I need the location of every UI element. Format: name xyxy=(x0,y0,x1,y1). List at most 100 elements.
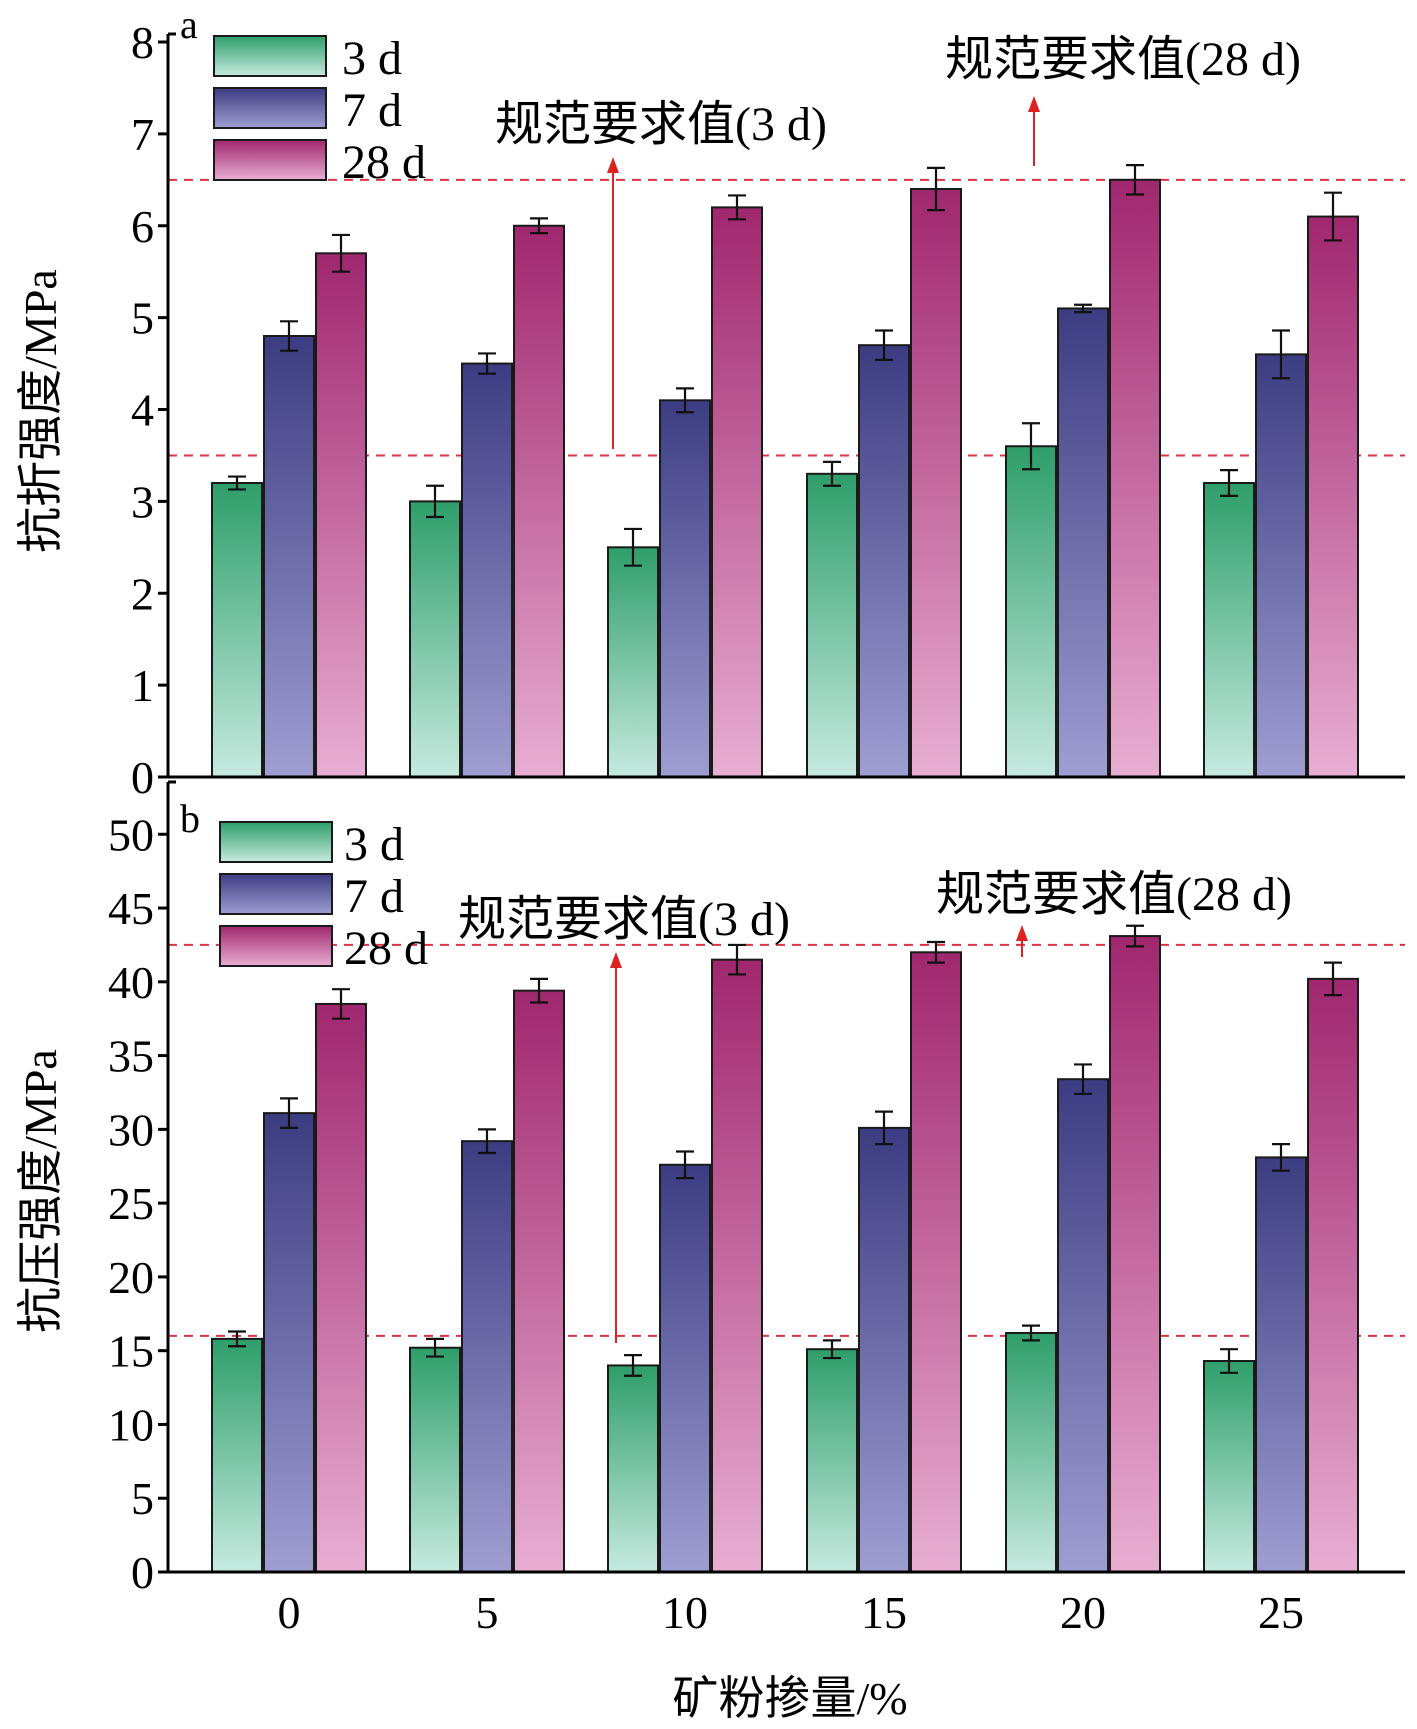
error-bar-7d-25 xyxy=(1272,1143,1290,1172)
error-bar-3d-0 xyxy=(228,1330,246,1348)
bar-7d-25 xyxy=(1255,353,1307,778)
bar-3d-10 xyxy=(607,1364,659,1573)
bar-7d-0 xyxy=(263,1112,315,1573)
bar-28d-5 xyxy=(513,989,565,1573)
legend-swatch-28d xyxy=(213,139,327,181)
y-tick-label: 20 xyxy=(108,1252,154,1303)
bar-3d-20 xyxy=(1005,1331,1057,1574)
annotation-28d: 规范要求值(28 d) xyxy=(945,33,1301,86)
bar-28d-15 xyxy=(910,188,962,778)
x-tick-label: 20 xyxy=(1060,1587,1106,1638)
y-tick-label: 0 xyxy=(131,752,154,803)
error-bar-28d-20 xyxy=(1126,924,1144,948)
annotation-3d: 规范要求值(3 d) xyxy=(495,98,827,151)
y-tick-label: 7 xyxy=(131,109,154,160)
y-tick-label: 15 xyxy=(108,1326,154,1377)
error-bar-3d-15 xyxy=(823,1339,841,1360)
error-bar-28d-15 xyxy=(927,166,945,212)
bar-7d-15 xyxy=(858,1126,910,1574)
error-bar-3d-25 xyxy=(1220,1348,1238,1374)
error-bar-3d-5 xyxy=(426,484,444,519)
error-bar-28d-15 xyxy=(927,940,945,964)
y-tick-label: 25 xyxy=(108,1178,154,1229)
error-bar-3d-20 xyxy=(1022,422,1040,471)
x-tick-label: 25 xyxy=(1258,1587,1304,1638)
y-tick-label: 8 xyxy=(131,17,154,68)
error-bar-28d-5 xyxy=(530,217,548,235)
legend-label-3d: 3 d xyxy=(344,818,404,871)
bar-3d-25 xyxy=(1203,1360,1255,1574)
y-tick-label: 1 xyxy=(131,660,154,711)
panel-a: 0 1 2 3 4 5 6 7 8 a 3 d7 d28 d 规范要求值(3 d) 规范要求值(28 d… xyxy=(15,2,1405,803)
x-tick-label: 5 xyxy=(476,1587,499,1638)
panel-label: a xyxy=(180,2,198,47)
y-tick-label: 2 xyxy=(131,568,154,619)
x-tick-label: 0 xyxy=(278,1587,301,1638)
bar-7d-20 xyxy=(1057,307,1109,778)
bar-3d-5 xyxy=(409,1346,461,1573)
bar-3d-15 xyxy=(806,1348,858,1573)
error-bar-3d-10 xyxy=(624,527,642,567)
error-bar-7d-0 xyxy=(280,320,298,352)
y-axis-title: 抗压强度/MPa xyxy=(15,1049,66,1333)
legend-label-3d: 3 d xyxy=(342,32,402,85)
error-bar-3d-25 xyxy=(1220,469,1238,497)
bar-28d-20 xyxy=(1109,178,1161,778)
error-bar-3d-20 xyxy=(1022,1324,1040,1342)
y-tick-label: 0 xyxy=(131,1547,154,1598)
error-bar-28d-10 xyxy=(728,194,746,221)
bar-28d-0 xyxy=(315,252,367,778)
y-tick-label: 50 xyxy=(108,809,154,860)
bar-3d-25 xyxy=(1203,482,1255,778)
legend-label-7d: 7 d xyxy=(344,870,404,923)
bar-7d-15 xyxy=(858,344,910,778)
bar-28d-5 xyxy=(513,224,565,778)
bar-3d-0 xyxy=(211,1337,263,1574)
error-bar-28d-5 xyxy=(530,977,548,1004)
error-bar-7d-15 xyxy=(875,1110,893,1146)
error-bar-28d-25 xyxy=(1324,191,1342,242)
annotation-3d: 规范要求值(3 d) xyxy=(458,893,790,946)
bar-28d-25 xyxy=(1307,215,1359,778)
x-tick-label: 10 xyxy=(662,1587,708,1638)
annotation-arrowhead-3d xyxy=(607,157,619,173)
y-tick-label: 40 xyxy=(108,957,154,1008)
bar-28d-10 xyxy=(711,206,763,778)
legend-swatch-28d xyxy=(219,925,333,967)
bar-7d-10 xyxy=(659,1163,711,1573)
legend-label-7d: 7 d xyxy=(342,84,402,137)
y-tick-label: 3 xyxy=(131,476,154,527)
error-bar-3d-15 xyxy=(823,460,841,487)
bar-28d-20 xyxy=(1109,935,1161,1573)
x-tick-label: 15 xyxy=(861,1587,907,1638)
error-bar-7d-5 xyxy=(478,352,496,375)
bar-3d-0 xyxy=(211,482,263,778)
y-tick-label: 6 xyxy=(131,201,154,252)
legend-swatch-3d xyxy=(213,35,327,77)
error-bar-7d-10 xyxy=(676,1150,694,1180)
x-axis-title: 矿粉掺量/% xyxy=(672,1673,907,1724)
error-bar-3d-5 xyxy=(426,1337,444,1358)
y-tick-label: 45 xyxy=(108,883,154,934)
y-tick-label: 35 xyxy=(108,1031,154,1082)
annotation-arrowhead-28d xyxy=(1016,925,1028,941)
bar-7d-0 xyxy=(263,335,315,778)
y-tick-label: 30 xyxy=(108,1104,154,1155)
error-bar-28d-20 xyxy=(1126,164,1144,196)
error-bar-3d-0 xyxy=(228,475,246,491)
bar-28d-25 xyxy=(1307,977,1359,1573)
bar-7d-10 xyxy=(659,399,711,778)
legend-label-28d: 28 d xyxy=(342,136,426,189)
error-bar-7d-20 xyxy=(1074,303,1092,314)
legend-label-28d: 28 d xyxy=(344,922,428,975)
legend-swatch-7d xyxy=(213,87,327,129)
bar-7d-20 xyxy=(1057,1078,1109,1574)
error-bar-7d-20 xyxy=(1074,1063,1092,1096)
error-bar-7d-25 xyxy=(1272,329,1290,380)
bar-28d-10 xyxy=(711,958,763,1573)
error-bar-7d-0 xyxy=(280,1097,298,1129)
y-tick-label: 5 xyxy=(131,1473,154,1524)
bar-3d-5 xyxy=(409,500,461,778)
